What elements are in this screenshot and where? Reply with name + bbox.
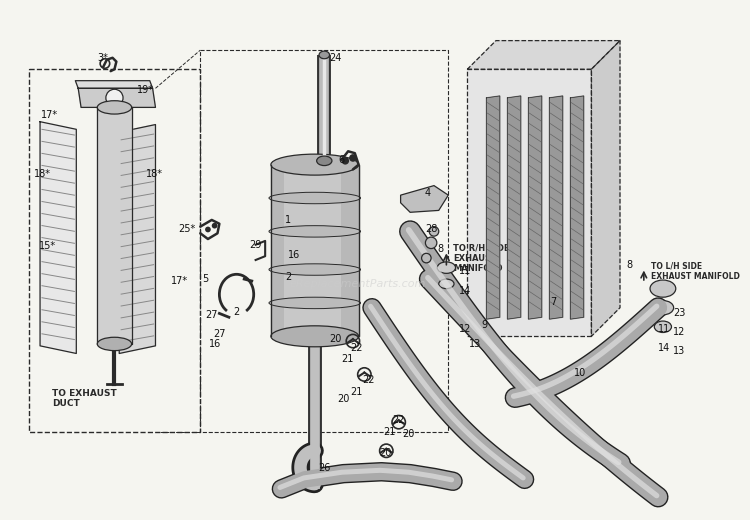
Text: TO EXHAUST
DUCT: TO EXHAUST DUCT	[53, 389, 117, 408]
Text: 15*: 15*	[39, 241, 56, 251]
Text: 20: 20	[338, 394, 350, 404]
Circle shape	[341, 157, 349, 165]
Text: 19*: 19*	[136, 85, 154, 95]
Ellipse shape	[269, 297, 361, 309]
Text: TO R/H SIDE
EXHAUST
MANIFOLD: TO R/H SIDE EXHAUST MANIFOLD	[453, 243, 510, 273]
Text: 9: 9	[482, 320, 488, 330]
Text: TO L/H SIDE
EXHAUST MANIFOLD: TO L/H SIDE EXHAUST MANIFOLD	[650, 262, 740, 281]
Text: 20: 20	[402, 428, 415, 438]
Ellipse shape	[98, 337, 132, 350]
Text: 7: 7	[550, 297, 556, 307]
Circle shape	[349, 154, 357, 162]
Text: 11: 11	[658, 323, 670, 334]
Circle shape	[211, 223, 217, 228]
Text: 8: 8	[437, 243, 444, 254]
Text: 2: 2	[233, 307, 240, 317]
Text: 20: 20	[380, 448, 392, 458]
Text: 14: 14	[459, 285, 472, 295]
Polygon shape	[571, 96, 584, 319]
Text: 3*: 3*	[98, 53, 109, 63]
Ellipse shape	[98, 101, 132, 114]
Text: 10: 10	[574, 368, 586, 378]
Polygon shape	[75, 81, 152, 88]
Polygon shape	[529, 96, 542, 319]
Bar	[28, 69, 200, 432]
Circle shape	[429, 227, 439, 236]
Bar	[341, 165, 358, 336]
Polygon shape	[467, 41, 620, 69]
Text: 13: 13	[469, 339, 481, 349]
Ellipse shape	[269, 192, 361, 204]
Text: 23: 23	[673, 308, 686, 318]
Text: 26: 26	[318, 463, 331, 473]
Polygon shape	[591, 41, 620, 336]
Text: 22: 22	[362, 375, 374, 385]
Ellipse shape	[319, 51, 329, 59]
Text: 16: 16	[288, 250, 300, 260]
Text: 21: 21	[383, 427, 395, 437]
Text: 18*: 18*	[34, 169, 50, 179]
Text: 17*: 17*	[171, 276, 188, 286]
Polygon shape	[98, 108, 132, 344]
Ellipse shape	[271, 326, 358, 347]
Text: 6: 6	[338, 155, 344, 165]
Polygon shape	[119, 125, 155, 354]
Text: 29: 29	[250, 240, 262, 250]
Text: 12: 12	[459, 323, 472, 334]
Circle shape	[205, 227, 211, 232]
Text: 12: 12	[673, 328, 686, 337]
Text: 18*: 18*	[146, 169, 163, 179]
Text: 21: 21	[350, 387, 363, 397]
Text: 13: 13	[673, 346, 686, 356]
Circle shape	[106, 89, 123, 107]
Circle shape	[422, 253, 431, 263]
Polygon shape	[550, 96, 562, 319]
Ellipse shape	[271, 154, 358, 175]
Text: 8: 8	[626, 260, 632, 270]
Ellipse shape	[654, 321, 671, 332]
Text: 16: 16	[209, 339, 220, 349]
Bar	[200, 50, 448, 432]
Text: 25*: 25*	[178, 225, 196, 235]
Polygon shape	[508, 96, 520, 319]
Text: 27: 27	[213, 329, 226, 340]
Text: 5: 5	[202, 274, 208, 284]
Text: 11: 11	[459, 266, 472, 277]
Text: 17*: 17*	[41, 110, 58, 120]
Bar	[271, 165, 284, 336]
Text: eReplacementParts.com: eReplacementParts.com	[290, 279, 426, 289]
Polygon shape	[467, 69, 591, 336]
Polygon shape	[40, 122, 76, 354]
Text: 22: 22	[350, 343, 363, 353]
Bar	[271, 165, 358, 336]
Ellipse shape	[316, 156, 332, 165]
Circle shape	[425, 237, 436, 249]
Text: 20: 20	[329, 334, 342, 344]
Ellipse shape	[269, 226, 361, 237]
Text: 2: 2	[285, 272, 291, 282]
Ellipse shape	[439, 279, 454, 289]
Text: 22: 22	[392, 415, 405, 425]
Ellipse shape	[269, 264, 361, 275]
Text: 4: 4	[424, 188, 430, 198]
Text: 1: 1	[285, 215, 291, 225]
Polygon shape	[400, 186, 448, 212]
Text: 21: 21	[341, 354, 353, 364]
Ellipse shape	[652, 301, 674, 315]
Text: 14: 14	[658, 343, 670, 353]
Polygon shape	[487, 96, 500, 319]
Polygon shape	[78, 88, 155, 108]
Ellipse shape	[650, 280, 676, 297]
Ellipse shape	[437, 262, 455, 274]
Text: 24: 24	[329, 53, 342, 63]
Text: 28: 28	[425, 225, 437, 235]
Text: 27: 27	[206, 310, 218, 320]
